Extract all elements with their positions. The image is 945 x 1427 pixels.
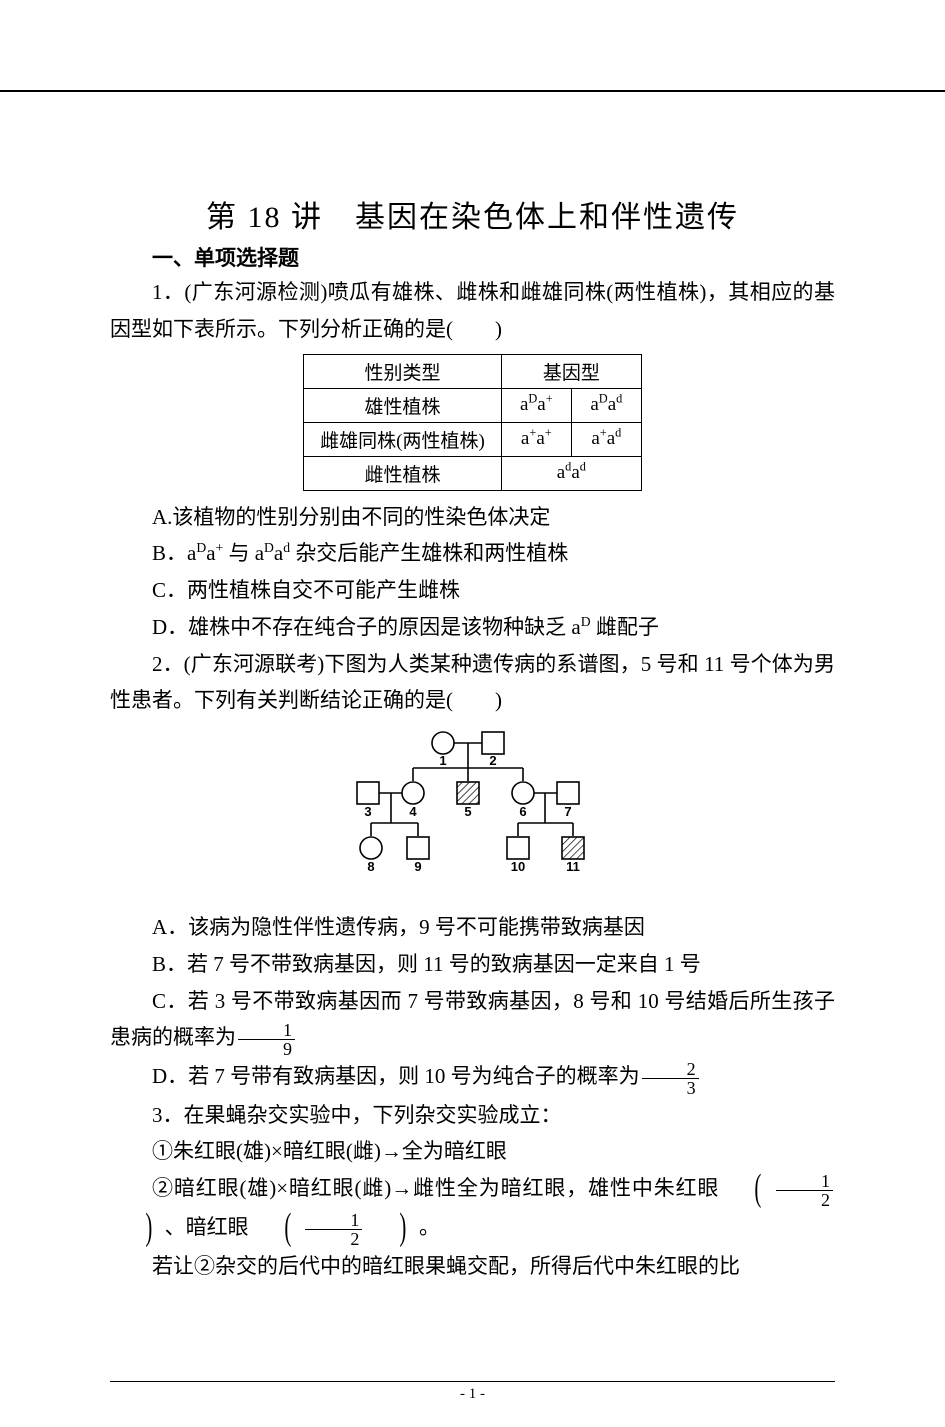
page: 第 18 讲 基因在染色体上和伴性遗传 一、单项选择题 1．(广东河源检测)喷瓜… bbox=[0, 90, 945, 1427]
cell-type: 雄性植株 bbox=[304, 388, 502, 422]
q3-line3: 若让②杂交的后代中的暗红眼果蝇交配，所得后代中朱红眼的比 bbox=[110, 1248, 835, 1285]
q1-stem: 1．(广东河源检测)喷瓜有雄株、雌株和雌雄同株(两性植株)，其相应的基因型如下表… bbox=[110, 274, 835, 348]
pedigree-diagram: 1 2 3 4 5 6 7 8 9 10 11 bbox=[313, 723, 633, 903]
ped-label: 9 bbox=[414, 859, 421, 874]
person-5-affected-square-icon bbox=[457, 782, 479, 804]
ped-label: 5 bbox=[464, 804, 471, 819]
ped-label: 7 bbox=[564, 804, 571, 819]
q2-opt-c: C．若 3 号不带致病基因而 7 号带致病基因，8 号和 10 号结婚后所生孩子… bbox=[110, 983, 835, 1058]
paren-left-icon: ( bbox=[732, 1173, 762, 1203]
ped-label: 11 bbox=[566, 859, 580, 874]
ped-label: 10 bbox=[510, 859, 524, 874]
q3-line1: ①朱红眼(雄)×暗红眼(雌)→全为暗红眼 bbox=[110, 1133, 835, 1170]
page-footer: - 1 - bbox=[110, 1381, 835, 1403]
person-3-square-icon bbox=[357, 782, 379, 804]
frac-num: 1 bbox=[238, 1021, 295, 1040]
frac-den: 2 bbox=[776, 1191, 833, 1209]
frac-den: 3 bbox=[642, 1079, 699, 1097]
ped-label: 3 bbox=[364, 804, 371, 819]
q2-opt-d-text: D．若 7 号带有致病基因，则 10 号为纯合子的概率为 bbox=[152, 1064, 640, 1088]
person-9-square-icon bbox=[407, 837, 429, 859]
cell-genotype: aDad bbox=[571, 388, 641, 422]
q2-opt-d: D．若 7 号带有致病基因，则 10 号为纯合子的概率为23 bbox=[110, 1058, 835, 1097]
ped-label: 1 bbox=[439, 753, 446, 768]
person-11-affected-square-icon bbox=[562, 837, 584, 859]
person-1-circle-icon bbox=[432, 732, 454, 754]
paren-right-icon: ) bbox=[377, 1212, 407, 1242]
q3-line2-b: 、暗红眼 bbox=[165, 1215, 249, 1239]
table-row: 雄性植株 aDa+ aDad bbox=[304, 388, 642, 422]
q2-opt-c-text: C．若 3 号不带致病基因而 7 号带致病基因，8 号和 10 号结婚后所生孩子… bbox=[110, 989, 835, 1050]
table-header: 基因型 bbox=[501, 354, 641, 388]
fraction-icon: 19 bbox=[238, 1021, 295, 1058]
frac-den: 9 bbox=[238, 1040, 295, 1058]
cell-genotype: aDa+ bbox=[501, 388, 571, 422]
q1-opt-d: D．雄株中不存在纯合子的原因是该物种缺乏 aD 雌配子 bbox=[110, 609, 835, 646]
q3-line2-a: ②暗红眼(雄)×暗红眼(雌)→雌性全为暗红眼，雄性中朱红眼 bbox=[152, 1176, 719, 1200]
q2-stem: 2．(广东河源联考)下图为人类某种遗传病的系谱图，5 号和 11 号个体为男性患… bbox=[110, 646, 835, 720]
table-row: 雌雄同株(两性植株) a+a+ a+ad bbox=[304, 422, 642, 456]
genotype-table: 性别类型 基因型 雄性植株 aDa+ aDad 雌雄同株(两性植株) a+a+ … bbox=[303, 354, 642, 491]
cell-genotype: adad bbox=[501, 456, 641, 490]
person-6-circle-icon bbox=[512, 782, 534, 804]
frac-num: 2 bbox=[642, 1060, 699, 1079]
frac-den: 2 bbox=[305, 1230, 362, 1248]
ped-label: 6 bbox=[519, 804, 526, 819]
cell-type: 雌雄同株(两性植株) bbox=[304, 422, 502, 456]
ped-label: 2 bbox=[489, 753, 496, 768]
cell-type: 雌性植株 bbox=[304, 456, 502, 490]
ped-label: 4 bbox=[409, 804, 417, 819]
ped-label: 8 bbox=[367, 859, 374, 874]
person-2-square-icon bbox=[482, 732, 504, 754]
person-10-square-icon bbox=[507, 837, 529, 859]
fraction-icon: 23 bbox=[642, 1060, 699, 1097]
page-number: - 1 - bbox=[460, 1386, 485, 1402]
lecture-title: 第 18 讲 基因在染色体上和伴性遗传 bbox=[110, 192, 835, 236]
q3-line2-c: 。 bbox=[419, 1215, 440, 1239]
paren-left-icon: ( bbox=[261, 1212, 291, 1242]
cell-genotype: a+ad bbox=[571, 422, 641, 456]
cell-genotype: a+a+ bbox=[501, 422, 571, 456]
section-heading: 一、单项选择题 bbox=[110, 242, 835, 272]
q1-opt-a: A.该植物的性别分别由不同的性染色体决定 bbox=[110, 499, 835, 536]
q1-opt-c: C．两性植株自交不可能产生雌株 bbox=[110, 572, 835, 609]
q1-opt-b: B．aDa+ 与 aDad 杂交后能产生雄株和两性植株 bbox=[110, 535, 835, 572]
table-row: 雌性植株 adad bbox=[304, 456, 642, 490]
person-7-square-icon bbox=[557, 782, 579, 804]
person-8-circle-icon bbox=[360, 837, 382, 859]
table-header: 性别类型 bbox=[304, 354, 502, 388]
fraction-icon: 12 bbox=[776, 1172, 833, 1209]
paren-right-icon: ) bbox=[122, 1212, 152, 1242]
frac-num: 1 bbox=[776, 1172, 833, 1191]
table-row: 性别类型 基因型 bbox=[304, 354, 642, 388]
q3-stem: 3．在果蝇杂交实验中，下列杂交实验成立： bbox=[110, 1097, 835, 1134]
q2-opt-a: A．该病为隐性伴性遗传病，9 号不可能携带致病基因 bbox=[110, 909, 835, 946]
person-4-circle-icon bbox=[402, 782, 424, 804]
q2-opt-b: B．若 7 号不带致病基因，则 11 号的致病基因一定来自 1 号 bbox=[110, 946, 835, 983]
frac-num: 1 bbox=[305, 1211, 362, 1230]
fraction-icon: 12 bbox=[305, 1211, 362, 1248]
q3-line2: ②暗红眼(雄)×暗红眼(雌)→雌性全为暗红眼，雄性中朱红眼(12)、暗红眼(12… bbox=[110, 1170, 835, 1247]
